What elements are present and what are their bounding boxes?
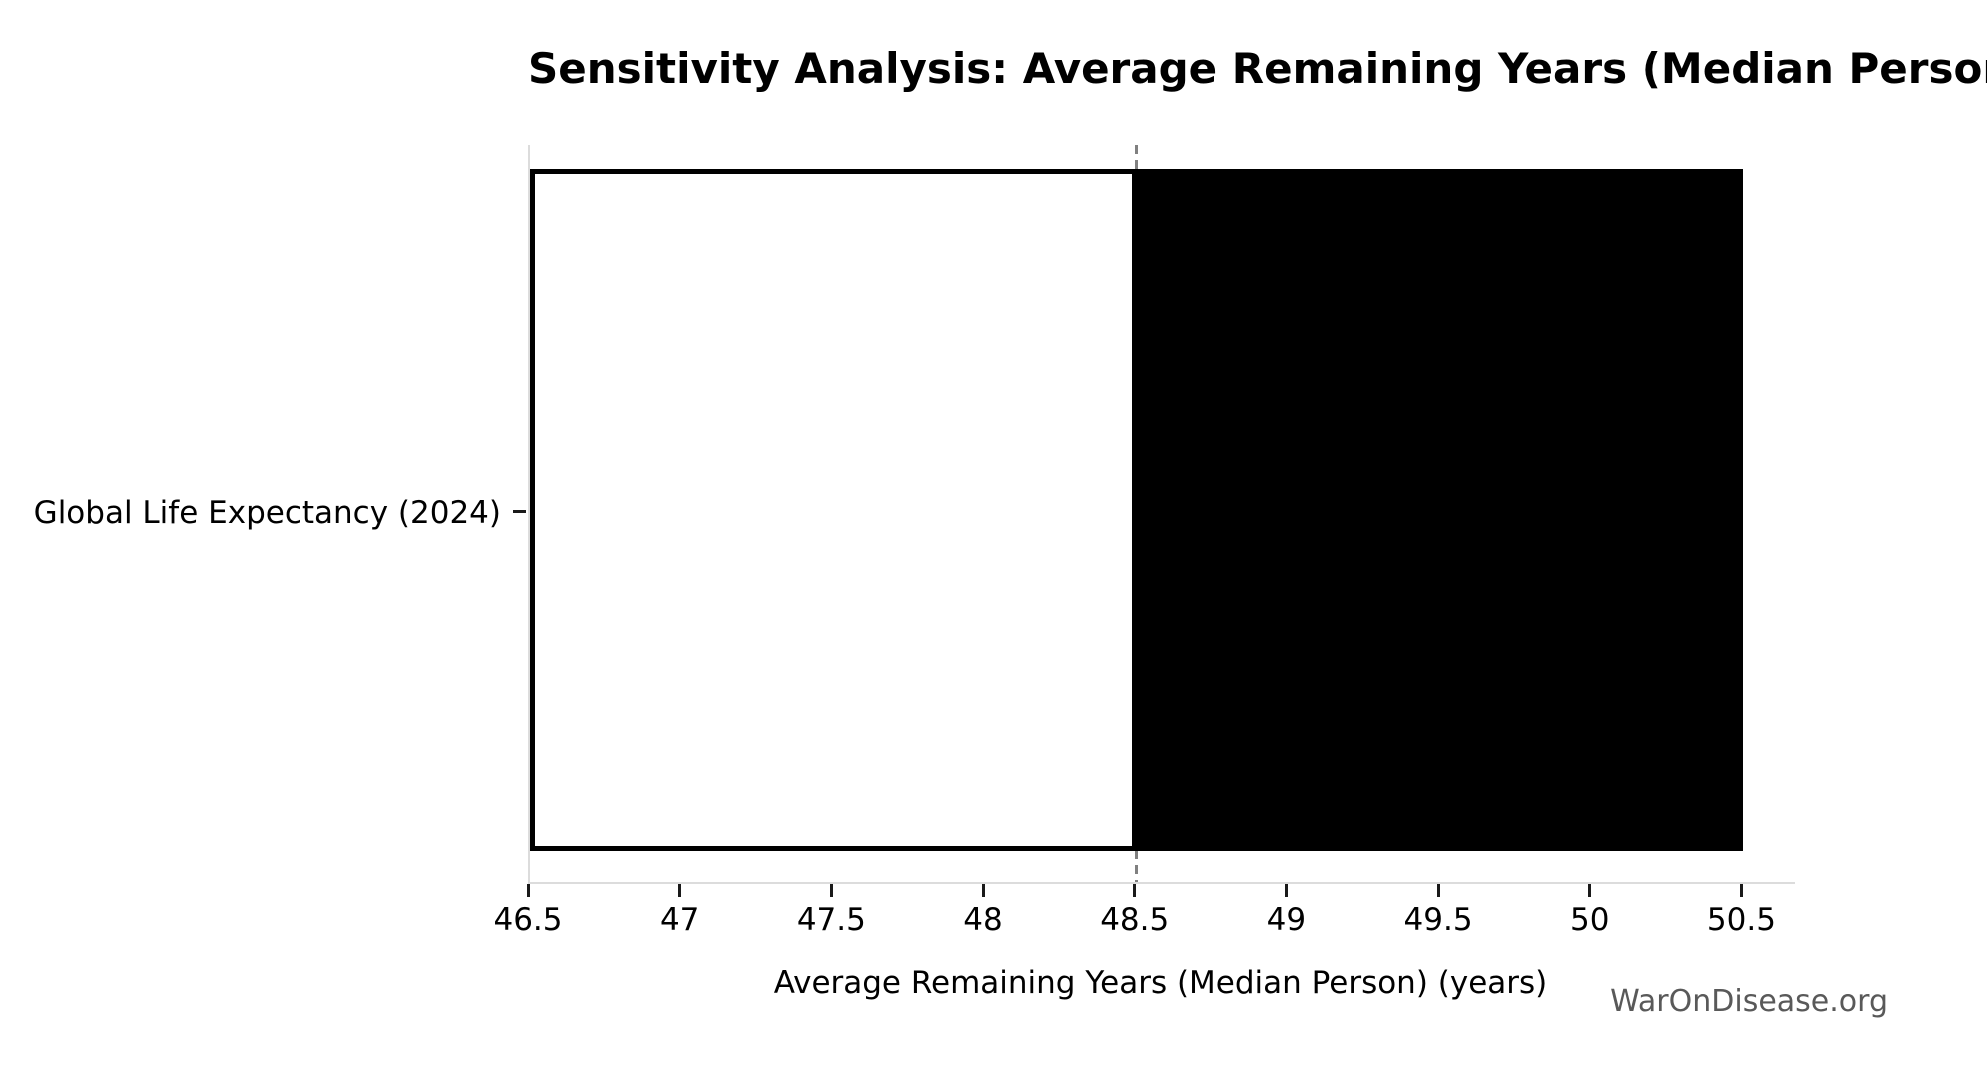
watermark-text: WarOnDisease.org: [1610, 984, 1888, 1019]
x-axis-label: Average Remaining Years (Median Person) …: [773, 965, 1548, 1001]
bar-high-segment: [1136, 169, 1744, 851]
x-tick-label: 50: [1570, 902, 1610, 938]
x-tick-mark: [981, 884, 985, 897]
plot-area: [528, 145, 1795, 884]
x-tick-mark: [1436, 884, 1440, 897]
x-tick-mark: [1284, 884, 1288, 897]
x-tick-mark: [1133, 884, 1137, 897]
x-tick-label: 46.5: [493, 902, 563, 938]
x-tick-label: 47: [659, 902, 700, 938]
chart-title: Sensitivity Analysis: Average Remaining …: [528, 44, 1987, 93]
x-tick-label: 48: [963, 902, 1003, 938]
x-tick-mark: [829, 884, 833, 897]
x-tick-label: 50.5: [1706, 902, 1776, 938]
y-axis-category-label: Global Life Expectancy (2024): [33, 495, 501, 531]
x-tick-mark: [1588, 884, 1592, 897]
bar-low-segment: [530, 169, 1137, 851]
y-axis-tick-mark: [513, 510, 526, 513]
x-tick-mark: [526, 884, 530, 897]
x-tick-label: 47.5: [796, 902, 866, 938]
x-tick-label: 49: [1266, 902, 1307, 938]
x-tick-mark: [1739, 884, 1743, 897]
x-tick-label: 48.5: [1100, 902, 1170, 938]
x-axis-ticks: 46.5 47 47.5 48 48.5 49 49.5 50 50.5: [493, 884, 1793, 954]
x-tick-label: 49.5: [1403, 902, 1473, 938]
x-tick-mark: [678, 884, 682, 897]
